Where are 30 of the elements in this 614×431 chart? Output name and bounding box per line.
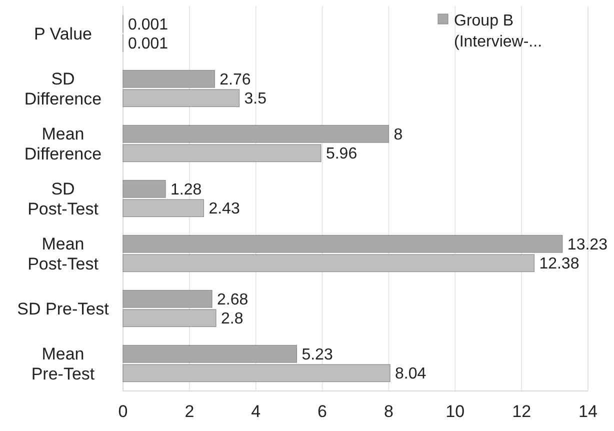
data-label: 0.001	[128, 16, 168, 34]
x-tick-label: 12	[512, 402, 532, 421]
data-label: 2.8	[221, 310, 244, 328]
legend-label: Group B (Interview-...	[454, 12, 542, 50]
x-tick-label: 8	[384, 402, 394, 421]
x-tick-label: 10	[446, 402, 465, 421]
data-label: 12.38	[539, 256, 580, 273]
data-label: 2.76	[220, 71, 251, 88]
y-tick-label: Mean Post-Test	[28, 234, 99, 274]
x-tick-label: 14	[578, 402, 598, 421]
y-tick-label: Mean Difference	[24, 124, 102, 164]
x-tick-label: 0	[118, 402, 128, 421]
y-tick-label: SD Post-Test	[28, 179, 99, 218]
data-label: 5.96	[326, 146, 358, 163]
data-label: 2.68	[217, 291, 248, 308]
y-tick-label: SD Pre-Test	[17, 299, 110, 318]
data-label: 8.04	[395, 366, 426, 383]
y-tick-label: SD Difference	[24, 69, 102, 108]
x-tick-label: 4	[251, 402, 261, 421]
data-label: 13.23	[567, 236, 608, 254]
data-label: 2.43	[208, 200, 240, 218]
y-tick-label: P Value	[34, 24, 92, 44]
data-label: 0.001	[128, 36, 168, 53]
x-tick-label: 2	[184, 402, 194, 421]
data-label: 8	[394, 126, 403, 144]
data-label: 5.23	[302, 346, 333, 364]
y-tick-label: Mean Pre-Test	[31, 344, 95, 384]
data-label: 1.28	[170, 181, 202, 198]
x-tick-label: 6	[318, 402, 328, 421]
data-label: 3.5	[244, 90, 267, 108]
